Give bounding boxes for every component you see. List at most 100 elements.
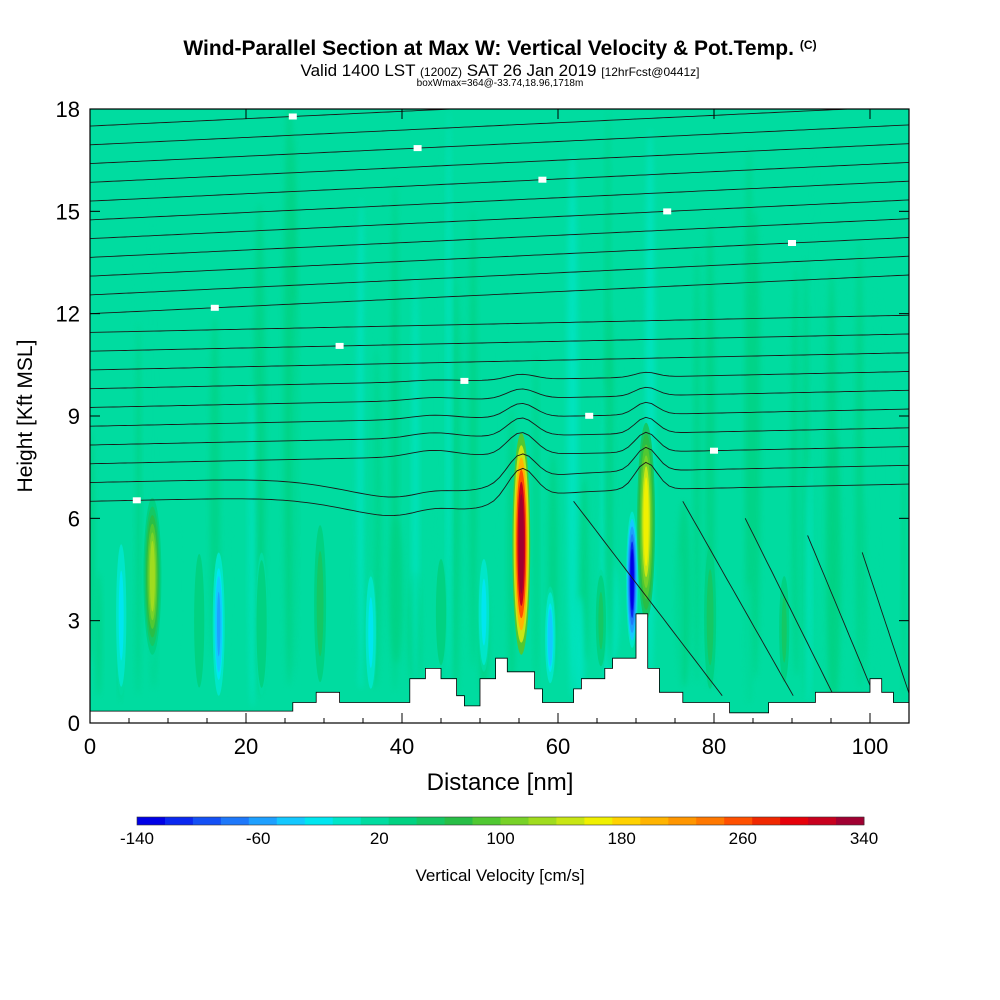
colorbar-swatch — [304, 817, 334, 825]
downdraft-core — [482, 585, 486, 639]
x-tick-label: 100 — [852, 734, 889, 759]
isentrope-line — [90, 352, 909, 371]
plot-area — [90, 109, 909, 723]
colorbar-swatch — [165, 817, 194, 825]
colorbar-swatch — [696, 817, 725, 825]
velocity-stripe — [494, 200, 501, 681]
velocity-stripe — [855, 241, 864, 689]
isentrope-line — [682, 501, 794, 696]
velocity-stripe — [90, 429, 95, 663]
isentrope-line — [90, 461, 909, 517]
velocity-stripe — [796, 211, 803, 669]
velocity-stripe — [95, 572, 102, 697]
velocity-stripe — [901, 408, 906, 706]
isentrope-line — [90, 431, 909, 465]
isentrope-label-box — [413, 145, 422, 152]
colorbar-swatch — [137, 817, 166, 825]
downdraft-core — [630, 549, 634, 611]
isentrope-line — [90, 109, 858, 146]
velocity-stripe — [469, 210, 478, 668]
updraft-core — [439, 585, 443, 639]
isentrope-line — [90, 416, 909, 446]
velocity-stripe — [567, 152, 578, 698]
velocity-stripe — [533, 351, 539, 690]
isentrope-label-box — [335, 342, 344, 349]
velocity-stripe — [812, 415, 821, 681]
isentrope-label-box — [210, 304, 219, 311]
isentrope-label-box — [710, 447, 718, 454]
x-tick-label: 20 — [234, 734, 258, 759]
terrain — [90, 613, 909, 723]
velocity-stripe — [805, 460, 812, 704]
colorbar-swatch — [612, 817, 641, 825]
updraft-core — [643, 477, 649, 567]
colorbar: -140 -60 20 100 180 260 340 — [120, 816, 878, 848]
velocity-stripe — [587, 180, 598, 660]
colorbar-swatch — [360, 817, 390, 825]
colorbar-swatch — [472, 817, 501, 825]
colorbar-swatch — [556, 817, 585, 825]
y-tick-label: 0 — [68, 711, 80, 736]
isentrope-line — [90, 274, 909, 315]
updraft-core — [197, 586, 201, 655]
axes: 0 20 40 60 80 100 0 3 6 9 12 15 18 — [56, 97, 910, 759]
y-tick-label: 12 — [56, 302, 80, 327]
downdraft-core — [217, 591, 221, 657]
velocity-stripe — [178, 510, 183, 663]
valid-date: SAT 26 Jan 2019 — [466, 61, 597, 80]
velocity-stripe — [605, 313, 615, 673]
colorbar-frame — [136, 816, 865, 826]
x-tick-label: 0 — [84, 734, 96, 759]
isentrope-line — [90, 143, 909, 183]
velocity-stripe — [389, 517, 403, 664]
colorbar-swatch — [332, 817, 362, 825]
isentrope-label-box — [538, 176, 547, 183]
colorbar-swatch — [584, 817, 613, 825]
isentrope-line — [861, 552, 909, 695]
colorbar-swatch — [220, 817, 250, 825]
colorbar-swatch — [500, 817, 529, 825]
colorbar-swatch — [388, 817, 418, 825]
x-tick-label: 80 — [702, 734, 726, 759]
isentrope-label-box — [663, 208, 672, 215]
colorbar-swatch — [724, 817, 753, 825]
isentrope-label-box — [460, 377, 469, 384]
velocity-stripe — [412, 268, 419, 709]
updraft-core — [782, 602, 786, 657]
velocity-stripe — [135, 323, 141, 696]
isentrope-label-box — [132, 497, 141, 504]
x-tick-label: 40 — [390, 734, 414, 759]
colorbar-swatch — [780, 817, 809, 825]
velocity-stripe — [422, 499, 435, 705]
velocity-stripe — [693, 247, 701, 685]
colorbar-tick-label: 260 — [729, 829, 757, 848]
valid-prefix: Valid 1400 LST — [300, 61, 416, 80]
velocity-stripe — [743, 581, 752, 701]
velocity-stripe — [507, 408, 516, 701]
downdraft-core — [548, 614, 552, 661]
velocity-stripe — [225, 480, 235, 706]
colorbar-swatch — [416, 817, 445, 825]
colorbar-swatch — [836, 817, 865, 825]
velocity-stripe — [446, 109, 452, 685]
isentrope-line — [90, 237, 909, 277]
colorbar-tick-label: -140 — [120, 829, 154, 848]
updraft-core — [149, 541, 155, 612]
isentrope-line — [90, 386, 909, 408]
y-axis-label: Height [Kft MSL] — [14, 340, 37, 493]
velocity-stripe — [248, 382, 256, 708]
isentrope-line — [744, 518, 835, 696]
y-tick-label: 3 — [68, 609, 80, 634]
colorbar-tick-label: 180 — [608, 829, 636, 848]
velocity-cells — [115, 422, 791, 696]
y-tick-label: 18 — [56, 97, 80, 122]
velocity-stripe — [364, 216, 377, 665]
chart-subtitle: Valid 1400 LST (1200Z) SAT 26 Jan 2019 [… — [0, 61, 1000, 81]
updraft-core — [599, 597, 603, 644]
isentrope-line — [90, 199, 909, 240]
isentrope-label-box — [585, 412, 594, 419]
isentrope-line — [90, 255, 909, 296]
isentrope-label-box — [788, 240, 796, 246]
chart-title: Wind-Parallel Section at Max W: Vertical… — [183, 37, 817, 60]
